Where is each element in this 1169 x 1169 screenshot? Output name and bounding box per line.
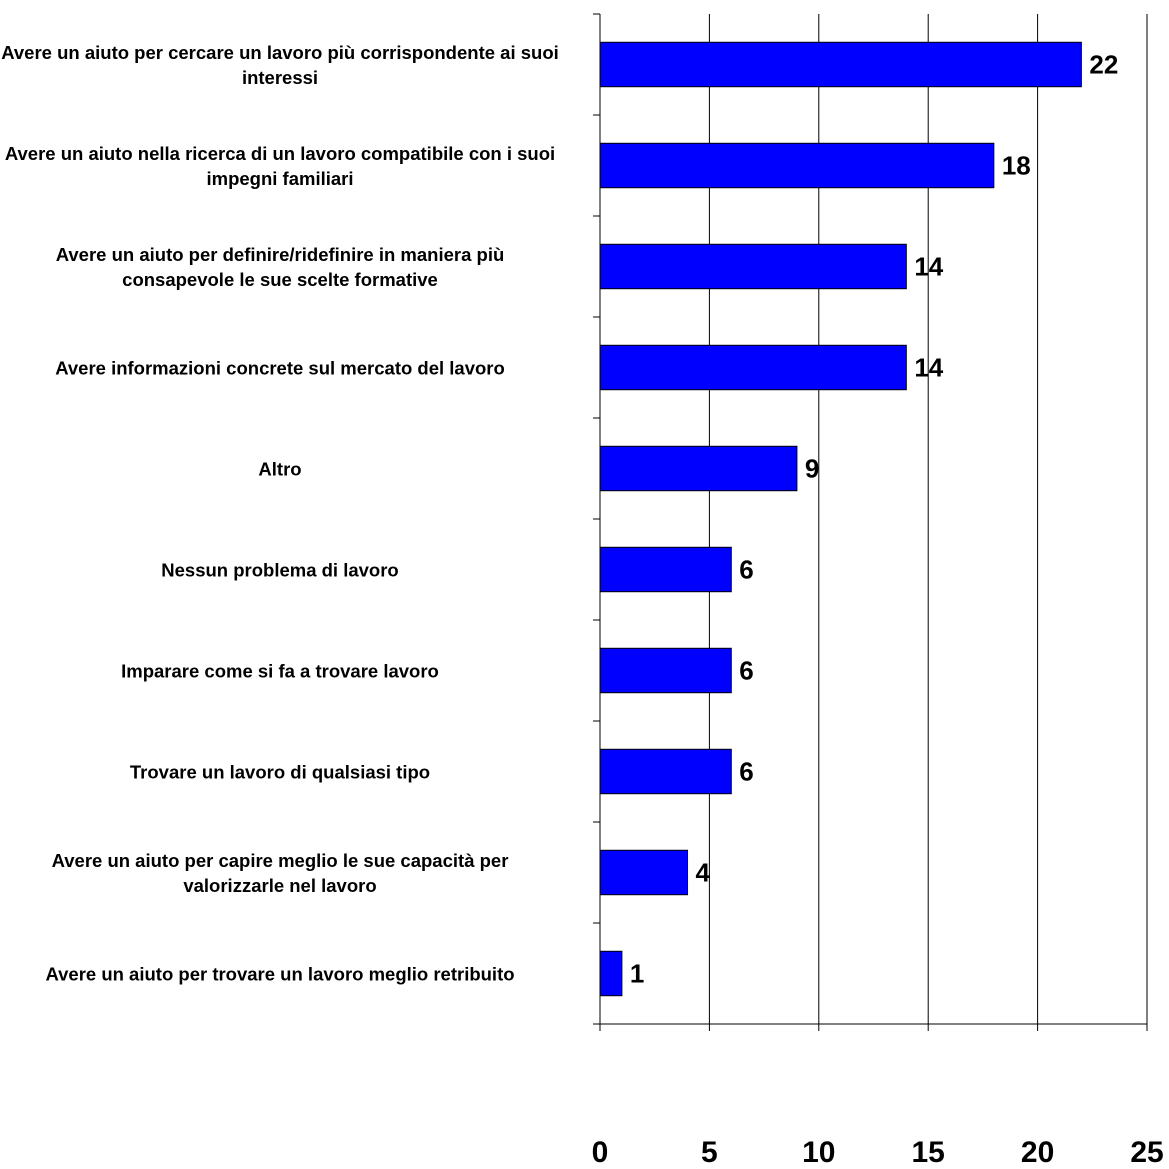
data-label: 1 bbox=[630, 959, 644, 989]
x-tick-label: 20 bbox=[1021, 1136, 1054, 1169]
bars bbox=[599, 41, 1082, 997]
category-label: Nessun problema di lavoro bbox=[161, 559, 399, 580]
data-label: 6 bbox=[739, 656, 753, 686]
bar bbox=[599, 950, 623, 997]
category-label: Avere un aiuto per trovare un lavoro meg… bbox=[45, 963, 515, 984]
category-label: Avere un aiuto nella ricerca di un lavor… bbox=[4, 142, 556, 189]
x-tick-labels: 0 5 10 15 20 25 bbox=[592, 1136, 1164, 1169]
x-tick-label: 10 bbox=[802, 1136, 835, 1169]
bar bbox=[599, 647, 732, 694]
bar bbox=[599, 344, 907, 391]
category-label: Trovare un lavoro di qualsiasi tipo bbox=[129, 761, 431, 782]
x-tick-label: 5 bbox=[701, 1136, 718, 1169]
bar bbox=[599, 41, 1082, 88]
bar bbox=[599, 243, 907, 290]
bar bbox=[599, 849, 689, 896]
x-tick-label: 25 bbox=[1130, 1136, 1163, 1169]
data-label: 18 bbox=[1002, 151, 1031, 181]
data-label: 14 bbox=[914, 353, 943, 383]
bar bbox=[599, 748, 732, 795]
data-label: 4 bbox=[696, 858, 711, 888]
data-label: 22 bbox=[1089, 50, 1118, 80]
bar bbox=[599, 546, 732, 593]
bar bbox=[599, 142, 995, 189]
category-label: Avere informazioni concrete sul mercato … bbox=[55, 357, 505, 378]
category-label: Imparare come si fa a trovare lavoro bbox=[121, 660, 439, 681]
category-label: Altro bbox=[258, 458, 302, 479]
category-label: Avere un aiuto per cercare un lavoro più… bbox=[1, 41, 559, 88]
x-tick-label: 0 bbox=[592, 1136, 609, 1169]
category-label: Avere un aiuto per capire meglio le sue … bbox=[51, 849, 509, 896]
data-label: 14 bbox=[914, 252, 943, 282]
data-label: 6 bbox=[739, 757, 753, 787]
data-label: 9 bbox=[805, 454, 819, 484]
x-tick-label: 15 bbox=[912, 1136, 945, 1169]
category-label: Avere un aiuto per definire/ridefinire i… bbox=[55, 243, 505, 290]
bar bbox=[599, 445, 798, 492]
data-label: 6 bbox=[739, 555, 753, 585]
axes bbox=[593, 13, 1148, 1031]
value-labels: 22 18 14 14 9 6 6 6 4 1 bbox=[630, 50, 1118, 989]
